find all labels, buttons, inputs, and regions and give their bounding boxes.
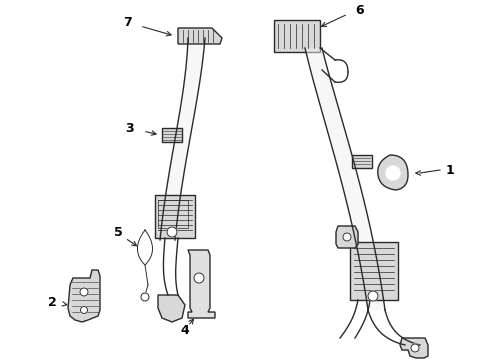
- Polygon shape: [305, 48, 384, 310]
- Circle shape: [80, 288, 88, 296]
- Text: 7: 7: [123, 15, 132, 28]
- Polygon shape: [162, 128, 182, 142]
- Circle shape: [333, 64, 346, 76]
- Polygon shape: [68, 270, 100, 322]
- Text: 1: 1: [445, 163, 453, 176]
- Polygon shape: [351, 155, 371, 168]
- Text: 2: 2: [47, 296, 56, 309]
- Text: 5: 5: [113, 225, 122, 238]
- Circle shape: [342, 233, 350, 241]
- Text: 4: 4: [180, 324, 189, 337]
- Polygon shape: [335, 226, 357, 248]
- Polygon shape: [155, 195, 195, 238]
- Circle shape: [410, 344, 418, 352]
- Circle shape: [167, 227, 177, 237]
- Text: 3: 3: [125, 122, 134, 135]
- Polygon shape: [160, 38, 204, 240]
- Circle shape: [385, 166, 399, 180]
- Polygon shape: [377, 155, 407, 190]
- Text: 6: 6: [355, 4, 364, 17]
- Polygon shape: [187, 250, 215, 318]
- Circle shape: [81, 306, 87, 314]
- Polygon shape: [158, 295, 184, 322]
- Polygon shape: [399, 338, 427, 358]
- Polygon shape: [349, 242, 397, 300]
- Circle shape: [367, 291, 377, 301]
- Polygon shape: [178, 28, 222, 44]
- Circle shape: [141, 293, 149, 301]
- Polygon shape: [273, 20, 319, 52]
- Circle shape: [194, 273, 203, 283]
